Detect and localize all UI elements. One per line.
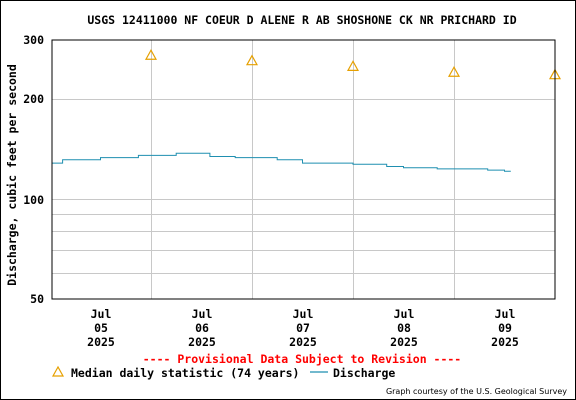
x-tick-day: 08 <box>397 321 411 335</box>
plot-area <box>51 39 562 300</box>
y-tick-label: 300 <box>23 33 44 47</box>
legend: Median daily statistic (74 years) Discha… <box>51 365 395 380</box>
plot-background <box>52 40 555 299</box>
median-triangle-icon <box>51 365 65 377</box>
x-tick-day: 05 <box>94 321 108 335</box>
x-tick-month: Jul <box>192 307 213 321</box>
y-tick-label: 50 <box>30 292 44 306</box>
x-tick-year: 2025 <box>390 335 418 349</box>
x-tick-day: 06 <box>195 321 209 335</box>
x-tick-month: Jul <box>394 307 415 321</box>
y-tick-label: 200 <box>23 92 44 106</box>
discharge-series <box>52 152 511 172</box>
x-tick-year: 2025 <box>87 335 115 349</box>
y-axis: 300 200 100 50 Discharge, cubic feet per… <box>5 33 44 306</box>
x-axis: Jul 05 2025 Jul 06 2025 Jul 07 2025 Jul … <box>87 307 519 349</box>
x-tick-year: 2025 <box>188 335 216 349</box>
y-tick-label: 100 <box>23 193 44 207</box>
median-point <box>447 66 461 77</box>
x-tick-month: Jul <box>495 307 516 321</box>
median-point <box>346 60 360 71</box>
x-tick-year: 2025 <box>289 335 317 349</box>
legend-median-label: Median daily statistic (74 years) <box>71 366 299 380</box>
provisional-notice: ---- Provisional Data Subject to Revisio… <box>143 352 462 366</box>
gridlines <box>52 40 555 299</box>
x-tick-year: 2025 <box>491 335 519 349</box>
x-tick-day: 09 <box>498 321 512 335</box>
chart-title: USGS 12411000 NF COEUR D ALENE R AB SHOS… <box>87 13 516 27</box>
x-tick-day: 07 <box>296 321 310 335</box>
x-tick-month: Jul <box>91 307 112 321</box>
plot-border <box>51 39 556 300</box>
y-axis-label: Discharge, cubic feet per second <box>5 64 19 286</box>
median-point <box>144 48 158 60</box>
median-point <box>245 54 259 66</box>
x-tick-month: Jul <box>293 307 314 321</box>
usgs-credit: Graph courtesy of the U.S. Geological Su… <box>386 387 567 396</box>
discharge-line <box>52 152 511 172</box>
legend-discharge-label: Discharge <box>333 366 395 380</box>
